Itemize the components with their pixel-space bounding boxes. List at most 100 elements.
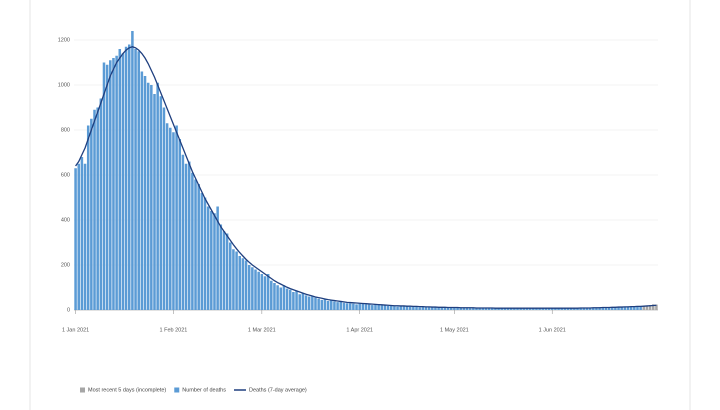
bar: [484, 307, 488, 310]
bar: [298, 294, 301, 310]
y-tick-label: 0: [67, 307, 70, 313]
bar: [468, 308, 472, 310]
bar: [295, 290, 298, 310]
bar: [655, 304, 658, 310]
x-tick-label: 1 Apr 2021: [346, 327, 373, 333]
bar: [288, 289, 292, 310]
bar: [74, 168, 77, 310]
y-tick-label: 1200: [58, 37, 70, 43]
bar: [434, 306, 437, 310]
bar: [424, 307, 428, 310]
bar: [595, 307, 598, 310]
bar: [462, 307, 466, 310]
bar: [453, 307, 456, 310]
y-tick-label: 600: [61, 172, 70, 178]
y-tick-label: 1000: [58, 82, 70, 88]
bar: [560, 308, 563, 310]
bar: [121, 53, 125, 310]
average-line: [75, 46, 657, 309]
bar: [352, 303, 355, 310]
bar: [210, 211, 213, 310]
bar: [273, 283, 276, 310]
bar: [614, 306, 617, 310]
bar: [525, 308, 529, 310]
bar: [576, 308, 579, 310]
bar: [206, 206, 210, 310]
bar: [497, 307, 500, 310]
bar: [563, 308, 567, 310]
bar: [213, 213, 216, 310]
bar: [367, 304, 371, 310]
bar: [472, 307, 475, 310]
bar: [348, 303, 352, 310]
bar: [645, 305, 649, 310]
bar: [598, 307, 601, 310]
x-tick-label: 1 May 2021: [440, 327, 469, 333]
bar: [503, 308, 507, 310]
legend-label: Most recent 5 days (incomplete): [88, 387, 166, 393]
y-tick-label: 800: [61, 127, 70, 133]
bar: [633, 306, 636, 310]
bar: [535, 308, 538, 310]
bar: [314, 297, 317, 310]
bar: [194, 179, 197, 310]
bar: [528, 308, 532, 310]
bar: [115, 55, 118, 310]
bar: [241, 258, 245, 310]
bar: [165, 123, 169, 310]
bar: [124, 46, 128, 310]
bar: [197, 184, 200, 310]
bar: [541, 308, 545, 310]
legend-swatch: [174, 387, 180, 393]
bar: [465, 307, 469, 310]
bar: [96, 107, 99, 310]
legend-swatch: [80, 387, 85, 393]
bar: [550, 308, 554, 310]
bar: [513, 308, 516, 310]
bar: [588, 308, 592, 310]
y-tick-label: 400: [61, 217, 70, 223]
bar: [491, 308, 494, 310]
bar: [431, 307, 434, 310]
bar: [516, 308, 519, 310]
x-tick-label: 1 Jan 2021: [62, 327, 89, 333]
bar: [153, 94, 156, 310]
bar: [446, 307, 450, 310]
bar: [494, 308, 497, 310]
bar: [251, 267, 254, 310]
bar: [652, 304, 655, 310]
bar: [232, 249, 235, 310]
bar: [639, 305, 642, 310]
bar: [585, 307, 589, 310]
bar: [355, 304, 358, 310]
bar: [266, 274, 270, 310]
bar: [80, 157, 84, 310]
bar: [105, 64, 109, 310]
bar: [532, 307, 535, 310]
bar: [339, 301, 343, 310]
bar: [345, 303, 349, 310]
bar: [140, 71, 144, 310]
bar: [307, 296, 311, 310]
bar: [519, 308, 522, 310]
bar: [326, 301, 330, 310]
bar: [131, 31, 134, 310]
bar: [254, 269, 257, 310]
bar: [547, 308, 551, 310]
bar: [648, 305, 652, 310]
bar: [330, 300, 333, 310]
bar: [393, 306, 396, 310]
bar: [228, 242, 232, 310]
bar: [412, 306, 415, 310]
bar: [456, 307, 459, 310]
bar: [317, 298, 320, 310]
bar: [582, 307, 586, 310]
bar: [481, 308, 485, 310]
bar: [380, 305, 384, 310]
bar: [150, 85, 153, 310]
bar: [102, 62, 106, 310]
bar: [181, 154, 185, 310]
bar: [623, 307, 627, 310]
